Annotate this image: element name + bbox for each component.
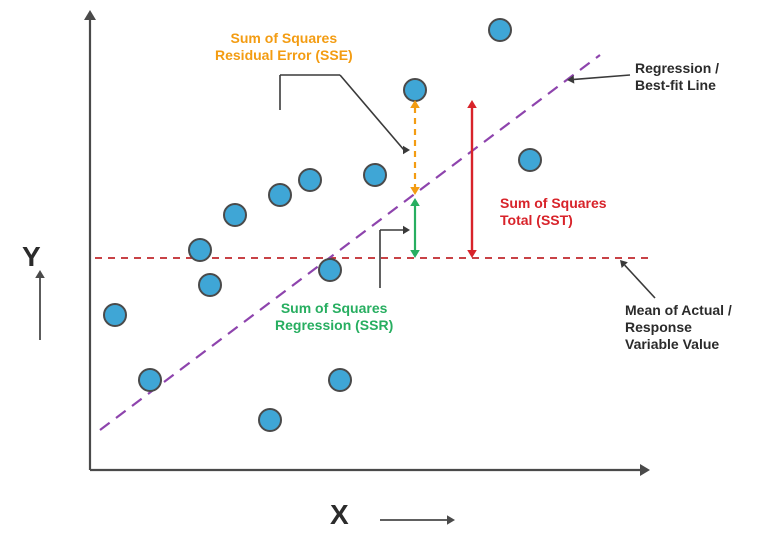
- y-axis-label: Y: [22, 240, 41, 274]
- sst-label: Sum of Squares Total (SST): [500, 195, 607, 229]
- mean-line-label: Mean of Actual / Response Variable Value: [625, 302, 732, 352]
- scatter-regression-diagram: Sum of Squares Residual Error (SSE) Sum …: [0, 0, 768, 534]
- ssr-label: Sum of Squares Regression (SSR): [275, 300, 393, 334]
- regression-line-label: Regression / Best-fit Line: [635, 60, 719, 94]
- sse-label: Sum of Squares Residual Error (SSE): [215, 30, 353, 64]
- x-axis-label: X: [330, 498, 349, 532]
